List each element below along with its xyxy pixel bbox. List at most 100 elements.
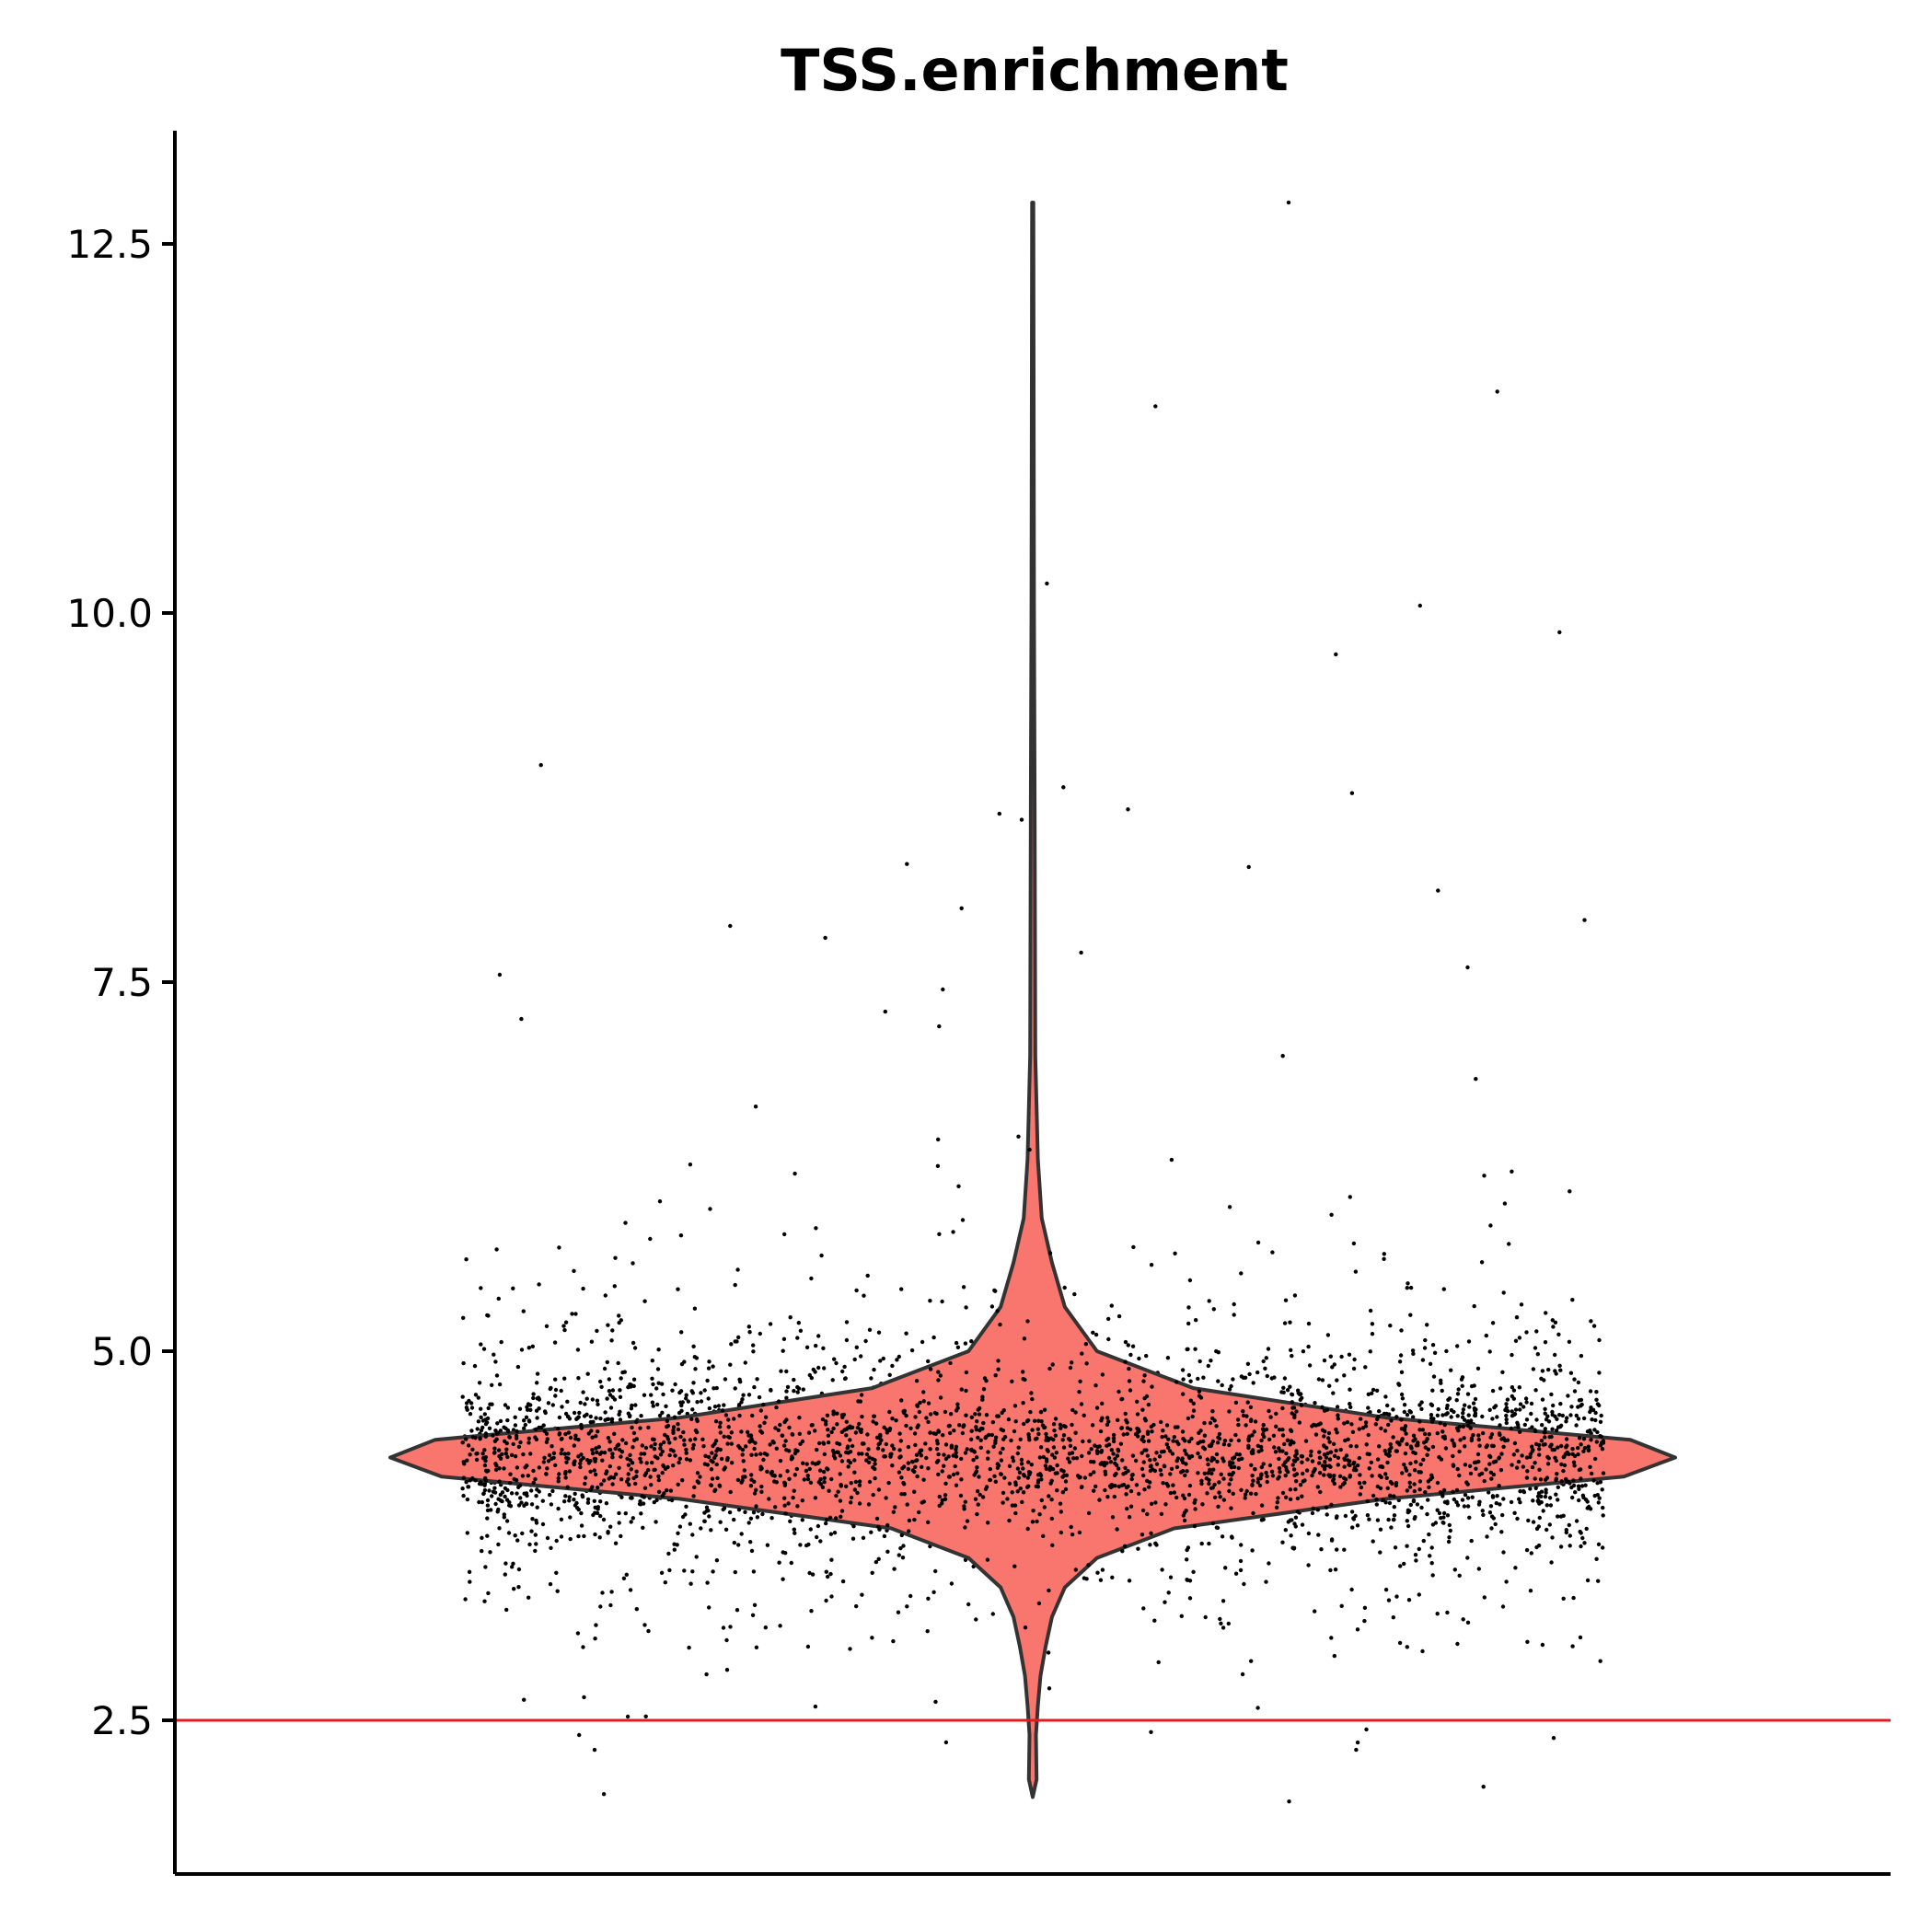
data-point xyxy=(1289,1348,1293,1353)
data-point xyxy=(1490,1388,1496,1394)
data-point xyxy=(1120,1396,1125,1402)
data-point xyxy=(921,1399,926,1404)
data-point xyxy=(1530,1449,1534,1454)
data-point xyxy=(1440,1388,1444,1394)
data-point xyxy=(1598,1434,1602,1439)
data-point xyxy=(1392,1494,1396,1498)
data-point xyxy=(1364,1727,1369,1732)
data-point xyxy=(548,1581,553,1587)
data-point xyxy=(1576,1484,1581,1488)
data-point xyxy=(1358,1473,1362,1477)
data-point xyxy=(461,1493,466,1498)
data-point xyxy=(688,1438,693,1442)
data-point xyxy=(733,1569,737,1575)
data-point xyxy=(1300,1460,1304,1464)
data-point xyxy=(1054,1451,1059,1455)
data-point xyxy=(1313,1401,1317,1406)
data-point xyxy=(746,1325,751,1329)
data-point xyxy=(1124,1485,1129,1490)
data-point xyxy=(520,1531,525,1536)
data-point xyxy=(1184,1452,1188,1456)
data-point xyxy=(1411,1439,1416,1443)
data-point xyxy=(561,1324,566,1328)
data-point xyxy=(1568,1544,1572,1548)
data-point xyxy=(1417,1592,1422,1597)
data-point xyxy=(709,1483,714,1488)
data-point xyxy=(822,1480,827,1485)
data-point xyxy=(1280,1406,1285,1411)
data-point xyxy=(1165,1356,1171,1360)
data-point xyxy=(1371,1539,1375,1544)
data-point xyxy=(576,1437,581,1442)
data-point xyxy=(1498,1502,1502,1507)
data-point xyxy=(585,1500,591,1505)
data-point xyxy=(906,1461,910,1465)
data-point xyxy=(1281,1385,1286,1391)
data-point xyxy=(917,1510,921,1515)
data-point xyxy=(1196,1471,1200,1475)
data-point xyxy=(1100,1372,1105,1377)
data-point xyxy=(502,1512,506,1517)
data-point xyxy=(855,1425,861,1430)
data-point xyxy=(481,1347,487,1351)
data-point xyxy=(882,1533,887,1539)
data-point xyxy=(653,1441,657,1447)
data-point xyxy=(844,1337,850,1343)
data-point xyxy=(792,1389,796,1394)
data-point xyxy=(1556,1514,1560,1519)
data-point xyxy=(1417,1403,1422,1407)
data-point xyxy=(679,1403,684,1408)
data-point xyxy=(1525,1469,1530,1474)
data-point xyxy=(1181,1377,1186,1382)
data-point xyxy=(634,1607,639,1612)
data-point xyxy=(1595,1493,1601,1498)
data-point xyxy=(1545,1414,1550,1418)
data-point xyxy=(951,1230,955,1234)
data-point xyxy=(1221,1625,1226,1630)
data-point xyxy=(1159,1473,1163,1477)
data-point xyxy=(1355,1523,1360,1528)
data-point xyxy=(1418,1470,1424,1475)
data-point xyxy=(516,1503,522,1508)
data-point xyxy=(588,1414,593,1419)
data-point xyxy=(581,1390,585,1394)
data-point xyxy=(596,1429,600,1434)
data-point xyxy=(792,1531,797,1535)
data-point xyxy=(490,1494,494,1498)
data-point xyxy=(837,1441,842,1447)
data-point xyxy=(1174,1459,1179,1463)
data-point xyxy=(1153,1500,1158,1505)
data-point xyxy=(1316,1533,1321,1537)
data-point xyxy=(1041,1533,1046,1539)
data-point xyxy=(829,1557,834,1562)
data-point xyxy=(867,1479,873,1485)
data-point xyxy=(1484,1333,1489,1338)
data-point xyxy=(1454,1398,1459,1403)
data-point xyxy=(648,1236,653,1242)
data-point xyxy=(642,1452,647,1456)
data-point xyxy=(1440,1520,1445,1525)
data-point xyxy=(516,1567,522,1572)
data-point xyxy=(1127,1579,1132,1583)
data-point xyxy=(1594,1556,1599,1562)
data-point xyxy=(1485,1443,1489,1448)
data-point xyxy=(1249,1463,1254,1468)
data-point xyxy=(1100,1401,1105,1406)
data-point xyxy=(1025,1319,1030,1324)
data-point xyxy=(1227,1482,1232,1487)
data-point xyxy=(924,1455,929,1461)
data-point xyxy=(1386,1598,1392,1602)
data-point xyxy=(684,1451,688,1455)
data-point xyxy=(1398,1564,1403,1568)
data-point xyxy=(681,1429,686,1435)
data-point xyxy=(623,1511,628,1516)
data-point xyxy=(1429,1413,1434,1417)
data-point xyxy=(729,1430,734,1435)
data-point xyxy=(1154,1543,1159,1547)
data-point xyxy=(1059,1510,1064,1514)
data-point xyxy=(1266,1347,1271,1351)
data-point xyxy=(1035,1427,1041,1431)
data-point xyxy=(758,1331,762,1336)
data-point xyxy=(1561,1513,1566,1519)
data-point xyxy=(1596,1542,1602,1547)
